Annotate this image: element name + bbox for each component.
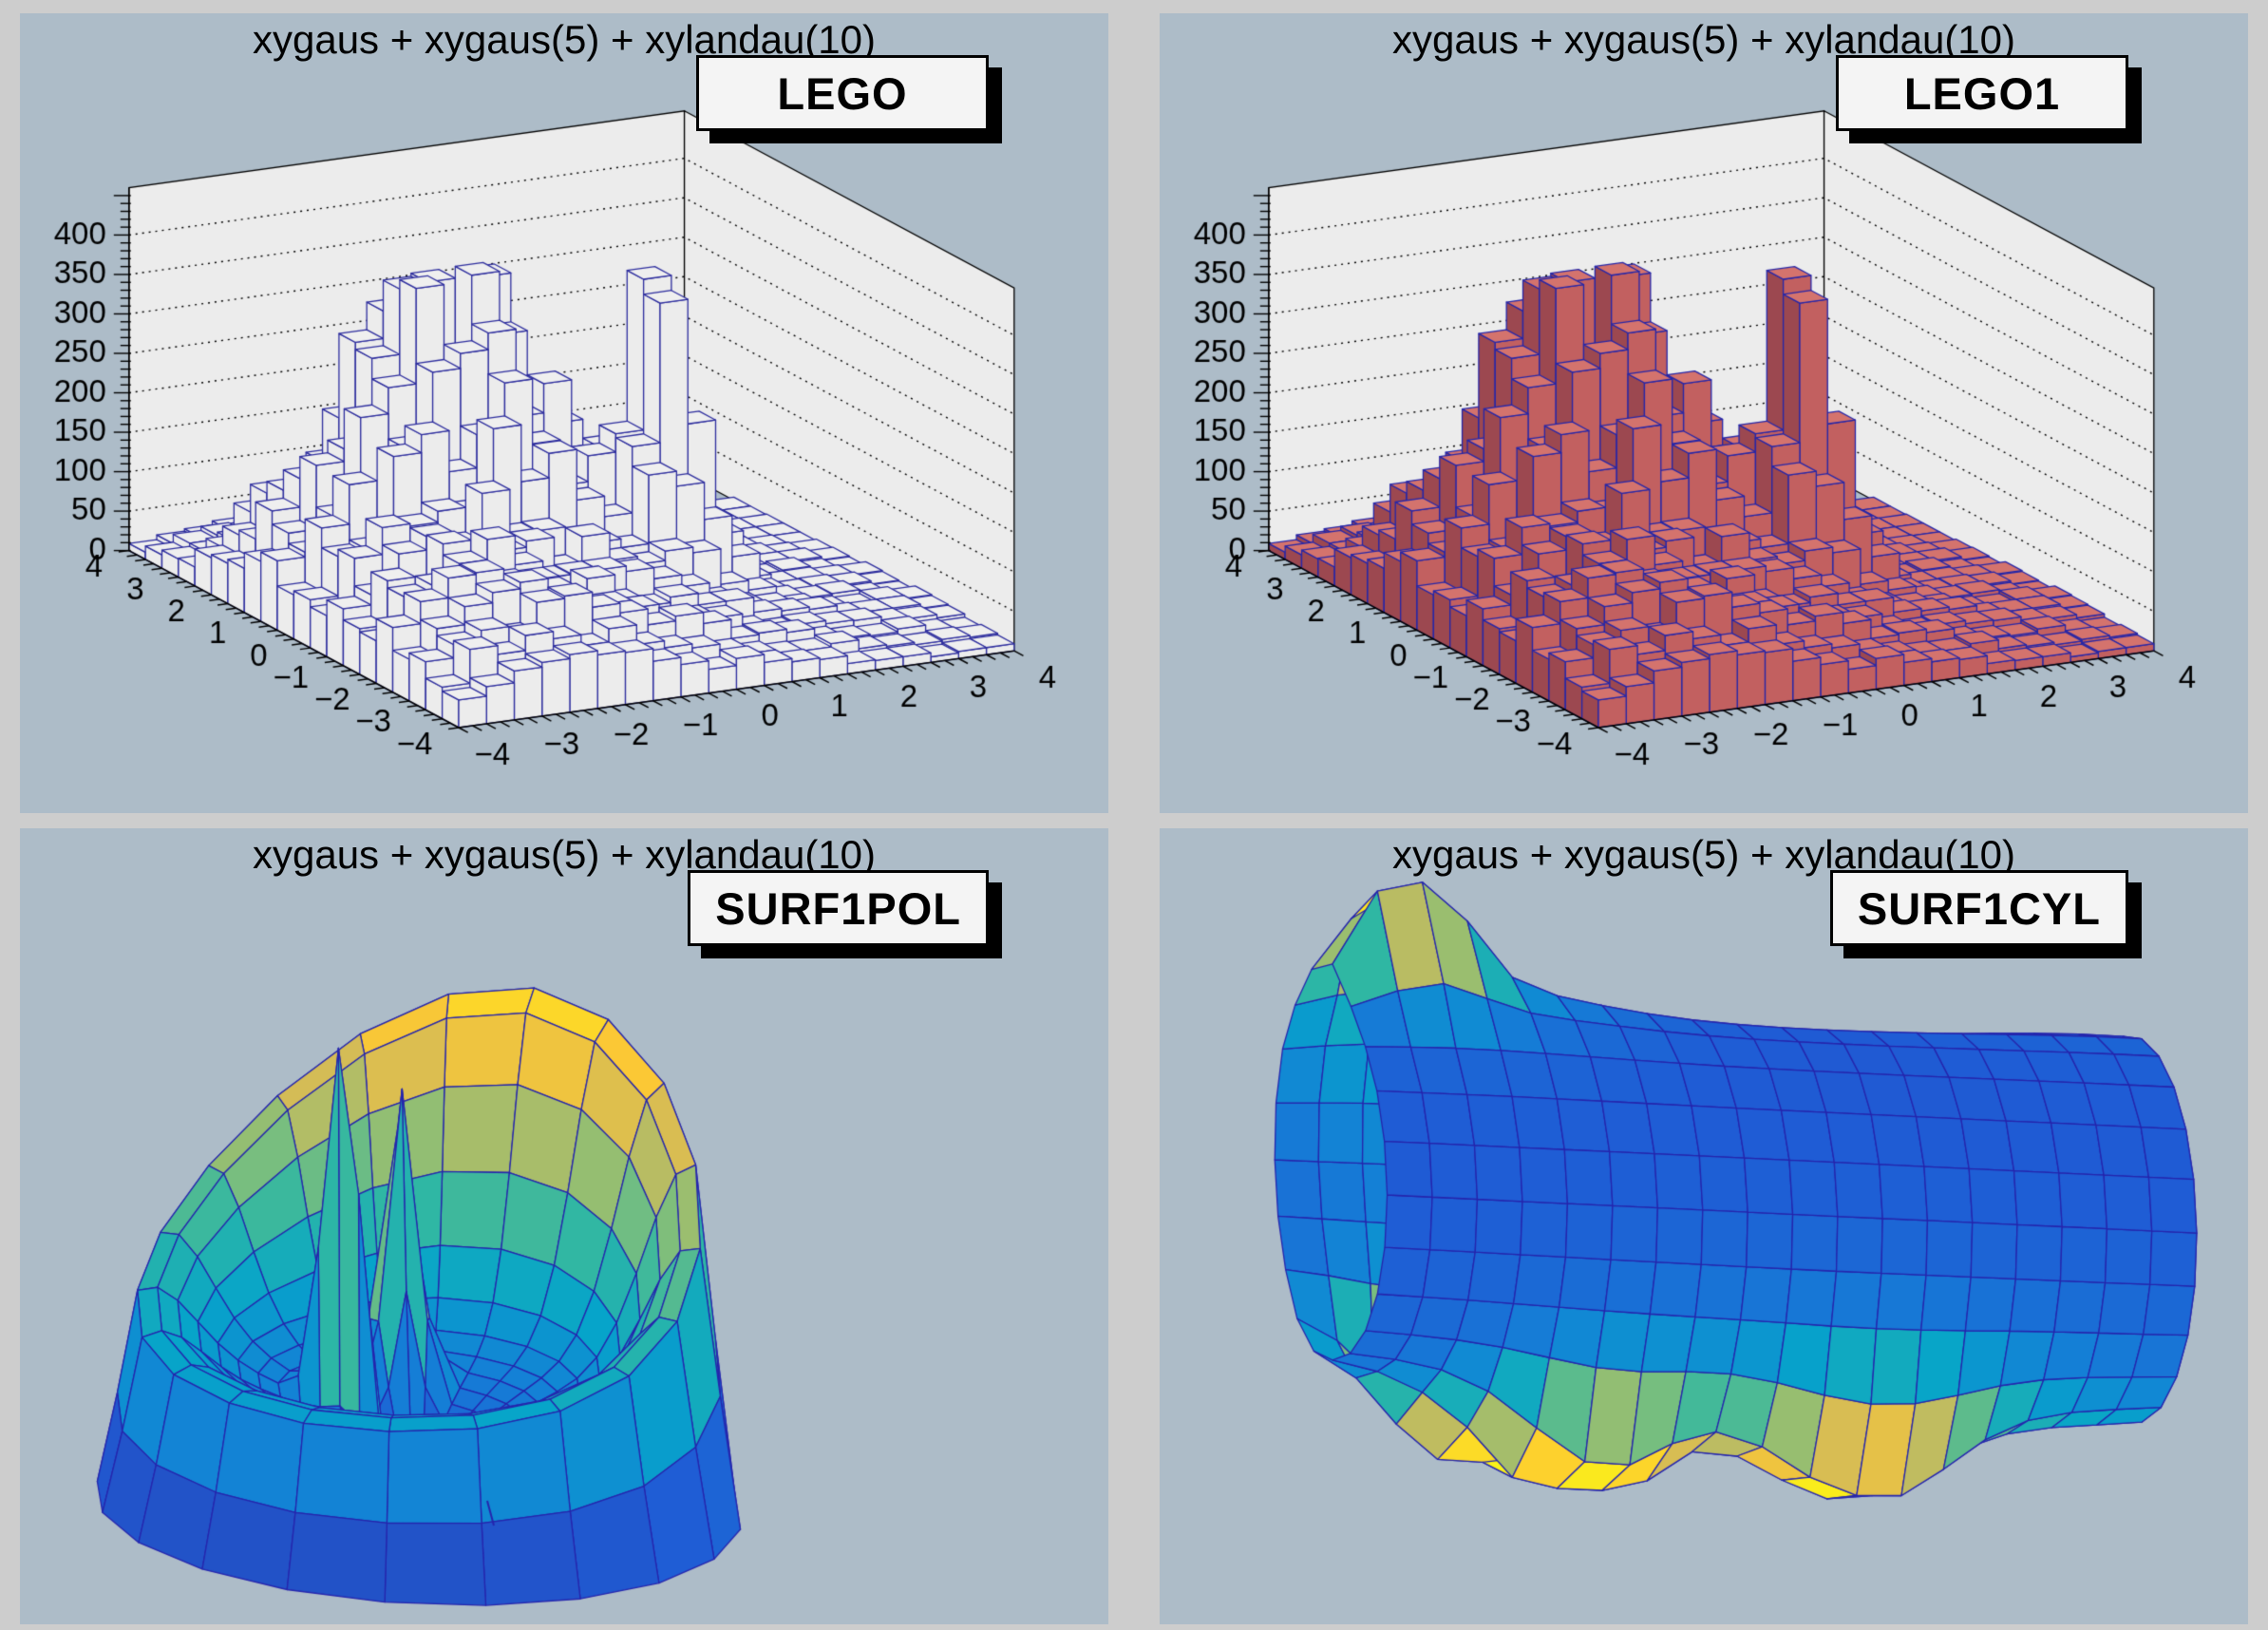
option-label-box[interactable]: SURF1CYL xyxy=(1829,870,2128,946)
pad-lego: xygaus + xygaus(5) + xylandau(10) LEGO xyxy=(20,13,1108,813)
option-label-box[interactable]: LEGO xyxy=(696,55,989,131)
option-label-text: LEGO xyxy=(777,67,908,119)
lego1-plot-canvas[interactable] xyxy=(1160,13,2248,813)
option-label-text: SURF1CYL xyxy=(1857,882,2101,934)
pad-lego1: xygaus + xygaus(5) + xylandau(10) LEGO1 xyxy=(1160,13,2248,813)
option-label-text: LEGO1 xyxy=(1903,67,2061,119)
surf1pol-plot-canvas[interactable] xyxy=(20,828,1108,1624)
option-label-box[interactable]: SURF1POL xyxy=(688,870,989,946)
pad-surf1pol: xygaus + xygaus(5) + xylandau(10) SURF1P… xyxy=(20,828,1108,1624)
pad-title: xygaus + xygaus(5) + xylandau(10) xyxy=(252,832,877,877)
option-label-box[interactable]: LEGO1 xyxy=(1836,55,2128,131)
pad-title: xygaus + xygaus(5) + xylandau(10) xyxy=(1391,17,2016,62)
pad-title: xygaus + xygaus(5) + xylandau(10) xyxy=(252,17,877,62)
option-label-text: SURF1POL xyxy=(715,882,961,934)
pad-surf1cyl: xygaus + xygaus(5) + xylandau(10) SURF1C… xyxy=(1160,828,2248,1624)
pad-title: xygaus + xygaus(5) + xylandau(10) xyxy=(1391,832,2016,877)
surf1cyl-plot-canvas[interactable] xyxy=(1160,828,2248,1624)
lego-plot-canvas[interactable] xyxy=(20,13,1108,813)
